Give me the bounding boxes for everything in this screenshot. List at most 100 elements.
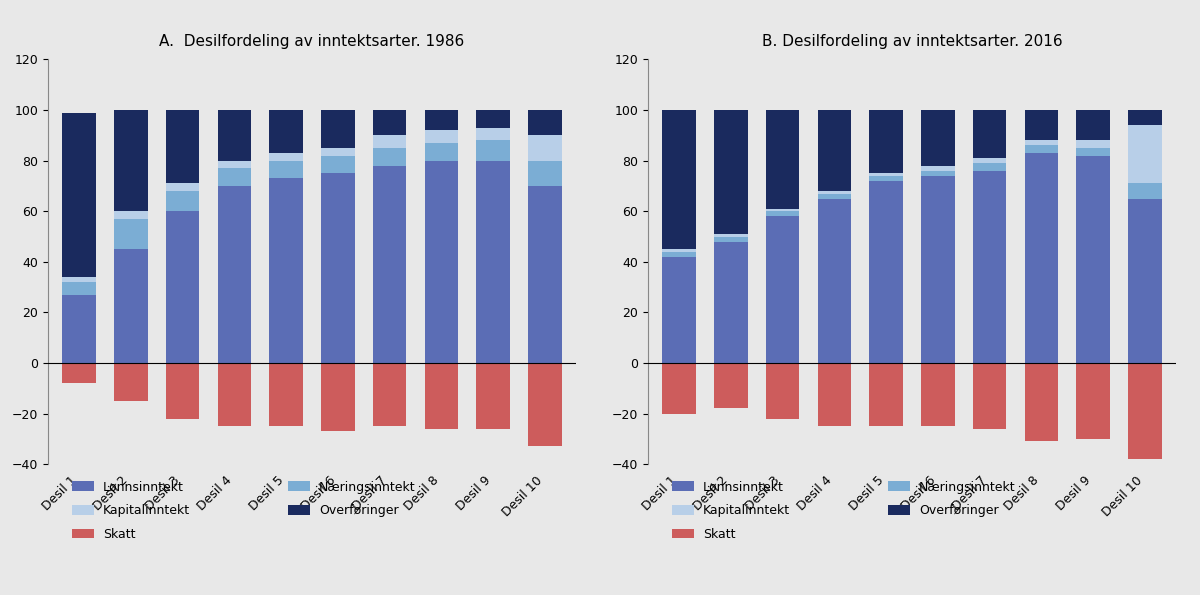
Bar xyxy=(528,363,562,446)
Bar xyxy=(217,363,251,426)
Bar xyxy=(1076,155,1110,363)
Text: Overføringer: Overføringer xyxy=(319,505,398,518)
Bar xyxy=(1076,140,1110,148)
Bar xyxy=(1025,145,1058,153)
Text: Skatt: Skatt xyxy=(703,528,736,541)
Bar xyxy=(217,186,251,363)
Bar xyxy=(269,110,302,153)
Bar xyxy=(114,363,148,401)
Title: A.  Desilfordeling av inntektsarter. 1986: A. Desilfordeling av inntektsarter. 1986 xyxy=(160,33,464,49)
Bar xyxy=(425,363,458,428)
Bar xyxy=(217,161,251,168)
Bar xyxy=(973,171,1007,363)
Bar xyxy=(166,363,199,419)
Bar xyxy=(62,277,96,282)
Bar xyxy=(528,186,562,363)
Bar xyxy=(476,128,510,140)
Bar xyxy=(973,110,1007,158)
Bar xyxy=(269,178,302,363)
Text: Overføringer: Overføringer xyxy=(919,505,998,518)
Bar xyxy=(62,295,96,363)
Bar xyxy=(922,110,955,165)
Bar xyxy=(662,252,696,256)
Bar xyxy=(1025,363,1058,441)
Bar xyxy=(662,363,696,414)
Text: Lønnsinntekt: Lønnsinntekt xyxy=(703,481,784,494)
Bar xyxy=(817,110,851,191)
Bar xyxy=(1076,148,1110,155)
Bar xyxy=(114,219,148,249)
Bar xyxy=(973,163,1007,171)
Bar xyxy=(714,363,748,408)
Bar xyxy=(269,363,302,426)
Bar xyxy=(817,191,851,193)
Bar xyxy=(166,211,199,363)
Bar xyxy=(1025,110,1058,140)
Bar xyxy=(425,143,458,161)
Bar xyxy=(425,161,458,363)
Bar xyxy=(476,363,510,428)
Bar xyxy=(714,242,748,363)
Bar xyxy=(528,161,562,186)
Bar xyxy=(869,363,902,426)
Bar xyxy=(817,363,851,426)
Bar xyxy=(1128,183,1162,199)
Bar xyxy=(1128,125,1162,183)
Bar xyxy=(166,183,199,191)
Text: Kapitalinntekt: Kapitalinntekt xyxy=(703,505,791,518)
Bar xyxy=(1025,140,1058,145)
Bar xyxy=(1025,153,1058,363)
Bar xyxy=(322,155,355,173)
Bar xyxy=(662,256,696,363)
Bar xyxy=(869,110,902,173)
Bar xyxy=(662,110,696,249)
Bar xyxy=(476,161,510,363)
Bar xyxy=(217,110,251,161)
Bar xyxy=(817,199,851,363)
Text: Næringsinntekt: Næringsinntekt xyxy=(919,481,1016,494)
Bar xyxy=(766,216,799,363)
Bar xyxy=(922,363,955,426)
Bar xyxy=(114,211,148,219)
Bar xyxy=(714,234,748,236)
Bar xyxy=(425,130,458,143)
Bar xyxy=(373,110,407,135)
Bar xyxy=(62,282,96,295)
Bar xyxy=(766,211,799,216)
Bar xyxy=(922,171,955,176)
Bar xyxy=(62,363,96,383)
Bar xyxy=(1128,199,1162,363)
Bar xyxy=(973,363,1007,428)
Bar xyxy=(322,148,355,155)
Bar xyxy=(166,110,199,183)
Bar xyxy=(62,112,96,277)
Text: Næringsinntekt: Næringsinntekt xyxy=(319,481,416,494)
Bar xyxy=(528,110,562,135)
Bar xyxy=(114,110,148,211)
Bar xyxy=(766,209,799,211)
Bar xyxy=(1128,110,1162,125)
Bar xyxy=(1076,110,1110,140)
Bar xyxy=(817,193,851,199)
Bar xyxy=(714,236,748,242)
Bar xyxy=(766,363,799,419)
Bar xyxy=(373,165,407,363)
Bar xyxy=(217,168,251,186)
Bar xyxy=(373,135,407,148)
Bar xyxy=(869,173,902,176)
Bar xyxy=(922,165,955,171)
Text: Kapitalinntekt: Kapitalinntekt xyxy=(103,505,191,518)
Bar xyxy=(869,176,902,181)
Bar xyxy=(269,161,302,178)
Bar xyxy=(476,110,510,128)
Title: B. Desilfordeling av inntektsarter. 2016: B. Desilfordeling av inntektsarter. 2016 xyxy=(762,33,1062,49)
Bar xyxy=(114,249,148,363)
Bar xyxy=(1128,363,1162,459)
Bar xyxy=(269,153,302,161)
Bar xyxy=(662,249,696,252)
Bar xyxy=(528,135,562,161)
Bar xyxy=(476,140,510,161)
Bar xyxy=(714,110,748,234)
Bar xyxy=(322,110,355,148)
Bar xyxy=(869,181,902,363)
